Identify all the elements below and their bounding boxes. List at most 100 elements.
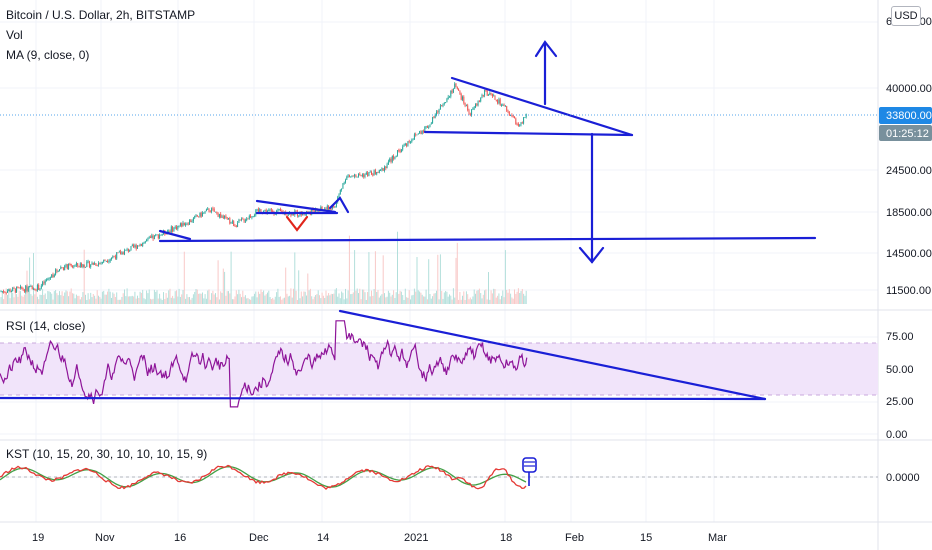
volume-bar [176,290,177,304]
candle-body [516,124,518,125]
arrow-down-red[interactable] [285,215,309,232]
currency-button[interactable]: USD [891,6,921,26]
volume-bar [196,289,198,304]
volume-bar [498,293,500,304]
volume-bar [343,299,345,304]
time-tick-19: 19 [32,532,44,544]
candle-body [43,282,45,284]
trendline-triangle-bottom[interactable] [423,130,634,137]
volume-bar [108,288,110,304]
volume-bar [335,288,337,304]
volume-bar [150,298,151,304]
candle-body [85,266,86,268]
candle-body [27,287,29,291]
volume-bar [134,291,136,304]
candle-body [161,234,163,235]
candle-body [433,117,435,118]
volume-bar [198,293,200,304]
volume-bar [79,299,81,304]
volume-bar [25,292,27,304]
volume-bar [471,299,473,304]
candle-body [507,110,509,112]
candle-body [428,127,430,128]
volume-bar [121,296,123,304]
volume-bar [478,288,480,304]
candle-body [198,216,200,218]
volume-bar [503,297,505,304]
arrow-up-small[interactable] [328,196,350,214]
volume-bar [244,295,246,304]
volume-bar [430,298,432,304]
arrow-up-head[interactable] [534,40,558,58]
candle-body [230,222,232,224]
candle-body [16,287,18,293]
volume-bar [135,298,137,304]
candle-body [352,175,354,177]
volume-bar [348,235,350,304]
volume-bar [143,298,145,304]
volume-bar [378,297,380,304]
candle-body [291,212,293,216]
pointing-hand-icon [522,457,537,486]
trendline-triangle-top[interactable] [450,76,634,137]
volume-bar [317,290,319,304]
candle-body [243,219,245,222]
rsi-trendline-bottom[interactable] [0,396,767,401]
candle-body [74,265,76,267]
candle-body [34,289,36,291]
candle-body [329,208,331,211]
rsi-label: RSI (14, close) [6,319,85,333]
candle-body [52,274,54,278]
candle-body [207,208,209,210]
candle-body [377,171,379,173]
candle-body [493,95,495,97]
candle-body [481,94,483,98]
price-tick-11500: 11500.00 [886,285,931,297]
candle-body [251,216,253,218]
candle-body [189,220,190,225]
volume-bar [86,299,88,304]
volume-bar [157,298,159,304]
rsi-trendline-top[interactable] [338,309,767,401]
candle-body [187,223,189,225]
trendline-support-long[interactable] [158,236,817,243]
arrow-down-head[interactable] [578,246,605,264]
volume-bar [29,257,31,304]
candle-body [369,171,371,173]
volume-bar [371,290,372,304]
candle-body [317,210,319,212]
volume-bar [368,252,370,304]
candle-body [525,113,527,118]
time-axis[interactable]: 19 Nov 16 Dec 14 2021 18 Feb 15 Mar [32,532,727,544]
volume-bar [185,298,187,304]
candle-body [468,110,470,115]
volume-bar [511,297,513,304]
candle-body [403,145,405,147]
price-axis[interactable]: 60000.00 40000.00 24500.00 18500.00 1450… [879,16,932,297]
drawing-annotations[interactable] [0,40,817,401]
candle-body [185,224,187,226]
candle-body [242,218,244,220]
volume-bar [293,288,294,304]
candle-body [61,267,63,269]
candle-body [90,264,92,267]
trendline-small-triangle-top[interactable] [158,229,192,241]
candle-body [391,156,393,162]
candle-body [510,115,512,116]
candle-body [0,291,2,293]
candle-body [159,235,161,239]
candle-body [416,134,418,136]
candle-body [53,274,55,278]
volume-bar [381,294,383,304]
volume-bar [306,295,307,304]
volume-bar [491,293,493,304]
candle-body [165,233,167,235]
candle-body [104,259,106,262]
candle-body [156,234,158,236]
time-tick-16: 16 [174,532,186,544]
candle-body [281,210,283,212]
candle-body [447,96,449,100]
trendline-dec-triangle-top[interactable] [255,199,337,214]
rsi-axis[interactable]: 75.00 50.00 25.00 0.00 [886,331,914,441]
